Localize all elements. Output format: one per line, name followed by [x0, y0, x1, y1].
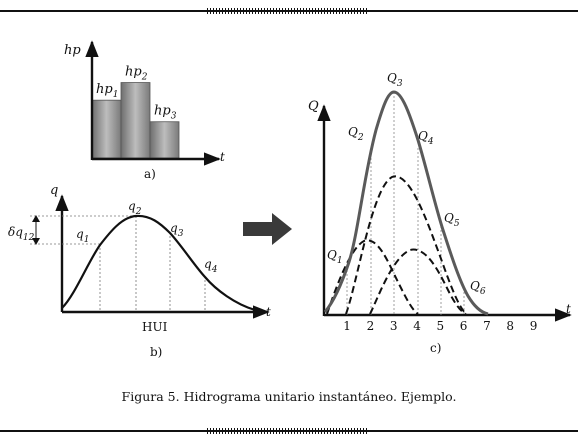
panel-c-point-label-1: Q1 [327, 248, 343, 266]
panel-c-point-label-4: Q4 [418, 129, 434, 147]
panel-b-curve-label: HUI [142, 320, 168, 334]
panel-c-tick-label-3: 3 [390, 319, 398, 333]
panel-b-x-label: t [266, 305, 271, 319]
panel-a-bar-label-2: hp2 [125, 65, 148, 83]
transition-arrow [243, 213, 292, 245]
panel-b-delta-label: δq12 [8, 225, 35, 243]
panel-b: q t δq12 q1 q2 q3 q4 HUI b) [8, 183, 271, 359]
panel-c-point-label-5: Q5 [444, 211, 460, 229]
panel-c-point-label-6: Q6 [470, 279, 486, 297]
panel-a-bar-1 [91, 99, 122, 159]
panel-b-delta-arrowhead-bottom [32, 238, 40, 245]
panel-c-point-label-2: Q2 [348, 125, 364, 143]
panel-b-delta-arrowhead-top [32, 215, 40, 222]
panel-c-point-labels: Q1 Q2 Q3 Q4 Q5 Q6 [327, 71, 486, 297]
panel-c-tick-label-7: 7 [483, 319, 491, 333]
panel-c-tick-label-9: 9 [530, 319, 538, 333]
panel-a-bar-3 [149, 121, 180, 159]
panel-a-label: a) [144, 167, 156, 181]
panel-c-x-ticks: 1 2 3 4 5 6 7 8 9 [343, 319, 537, 333]
panel-c-point-label-3: Q3 [387, 71, 403, 89]
panel-c-y-label: Q [308, 99, 319, 114]
panel-a-y-label: hp [64, 43, 81, 58]
panel-a-bar-labels: hp1 hp2 hp3 [96, 65, 177, 122]
panel-c: Q t 1 2 3 4 5 6 7 8 9 Q1 Q2 Q3 Q4 Q5 Q6 c) [308, 71, 572, 355]
panel-a: hp t hp1 hp2 hp3 a) [64, 40, 225, 181]
top-dashed-ornament [207, 8, 369, 14]
panel-a-bars [91, 82, 180, 159]
panel-a-bar-2 [120, 82, 151, 159]
panel-b-label: b) [150, 345, 162, 359]
panel-c-component-2 [345, 175, 467, 315]
panel-c-tick-label-6: 6 [460, 319, 468, 333]
panel-c-component-3 [369, 248, 467, 315]
panel-c-component-1 [326, 239, 419, 315]
panel-c-tick-label-1: 1 [343, 319, 351, 333]
panel-c-total-hydrograph [323, 90, 489, 316]
panel-c-label: c) [430, 341, 441, 355]
bottom-dashed-ornament [207, 428, 369, 434]
panel-b-point-label-3: q3 [170, 221, 184, 239]
panel-a-x-label: t [220, 150, 225, 164]
panel-c-tick-label-2: 2 [367, 319, 375, 333]
panel-c-x-label: t [566, 302, 571, 316]
panel-b-point-label-4: q4 [204, 257, 218, 275]
panel-c-tick-label-5: 5 [437, 319, 445, 333]
panel-b-hui-curve [61, 214, 256, 312]
panel-a-bar-label-1: hp1 [96, 82, 118, 100]
panel-b-point-labels: q1 q2 q3 q4 [76, 199, 218, 275]
panel-b-point-label-1: q1 [76, 227, 89, 245]
panel-c-tick-label-4: 4 [413, 319, 421, 333]
figure-caption: Figura 5. Hidrograma unitario instantáne… [121, 389, 457, 404]
panel-a-bar-label-3: hp3 [154, 104, 177, 122]
panel-b-point-label-2: q2 [128, 199, 142, 217]
panel-c-tick-label-8: 8 [506, 319, 514, 333]
panel-b-y-label: q [50, 183, 58, 198]
